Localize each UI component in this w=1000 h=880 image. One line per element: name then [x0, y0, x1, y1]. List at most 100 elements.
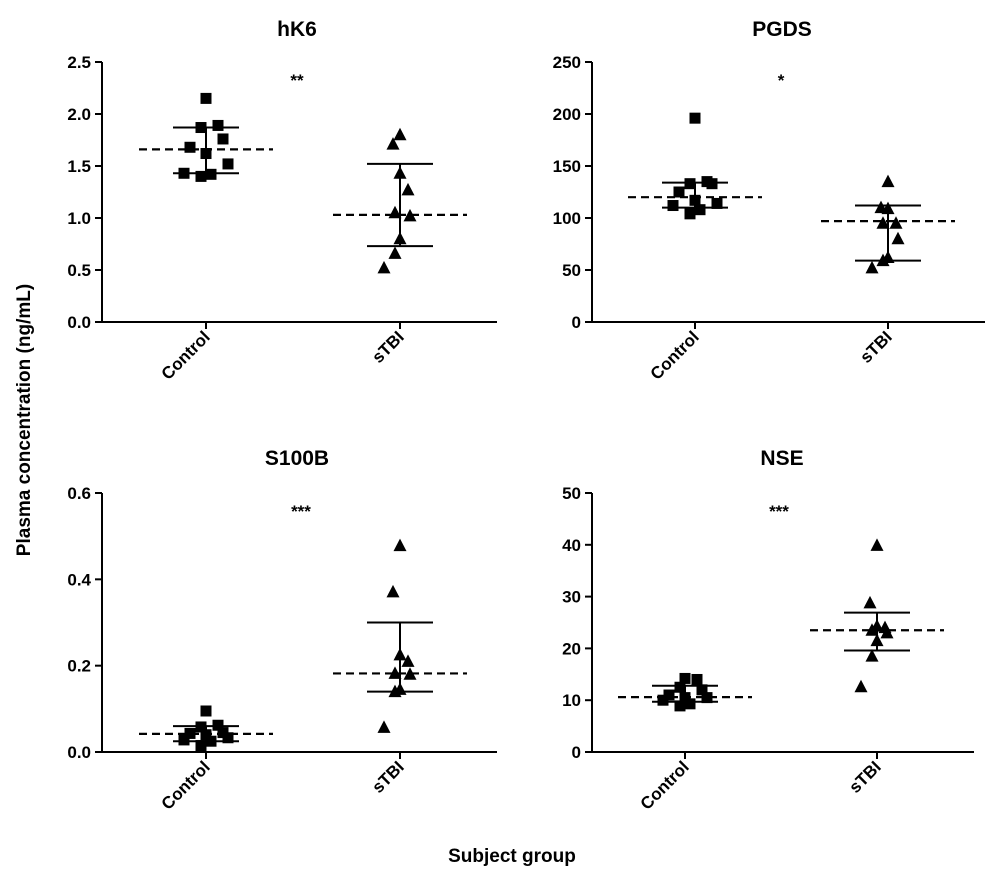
data-point-square [694, 204, 706, 216]
series-stbi [810, 538, 944, 693]
x-axis-label: Subject group [448, 846, 576, 867]
data-point-triangle [403, 667, 417, 680]
x-tick-label: sTBI [368, 757, 407, 796]
data-point-square [200, 729, 212, 741]
series-control [139, 92, 273, 182]
data-point-triangle [377, 720, 391, 733]
data-point-triangle [386, 584, 400, 598]
data-point-square [673, 186, 685, 198]
y-tick-label: 0.0 [67, 743, 91, 762]
data-point-triangle [393, 166, 407, 179]
data-point-triangle [889, 216, 903, 229]
y-tick-label: 0.0 [67, 313, 91, 332]
significance-label: ** [290, 71, 304, 90]
data-point-square [689, 112, 701, 124]
y-tick-label: 20 [562, 639, 581, 658]
data-point-triangle [880, 625, 894, 639]
data-point-triangle [393, 538, 407, 552]
data-point-square [195, 122, 207, 134]
data-point-square [684, 698, 696, 710]
y-tick-label: 0.6 [67, 484, 91, 503]
data-point-square [706, 178, 718, 190]
y-tick-label: 30 [562, 588, 581, 607]
x-tick-label: sTBI [368, 327, 407, 366]
data-point-square [195, 170, 207, 182]
data-point-triangle [881, 201, 895, 215]
series-control [139, 705, 273, 752]
data-point-triangle [865, 623, 879, 636]
data-point-square [679, 692, 691, 704]
panel-title: NSE [760, 447, 803, 470]
y-tick-label: 1.5 [67, 157, 91, 176]
data-point-triangle [876, 216, 890, 229]
data-point-triangle [401, 654, 415, 667]
data-point-triangle [401, 182, 415, 196]
y-axis-label: Plasma concentration (ng/mL) [14, 284, 35, 556]
data-point-triangle [393, 231, 407, 245]
data-point-square [195, 721, 207, 733]
data-point-square [689, 194, 701, 206]
y-tick-label: 1.0 [67, 209, 91, 228]
data-point-triangle [388, 246, 402, 259]
data-point-triangle [377, 260, 391, 274]
y-tick-label: 150 [553, 157, 581, 176]
data-point-square [184, 727, 196, 739]
data-point-square [711, 197, 723, 209]
data-point-triangle [865, 260, 879, 274]
data-point-triangle [388, 684, 402, 698]
data-point-triangle [388, 666, 402, 679]
data-point-triangle [865, 649, 879, 662]
data-point-triangle [870, 538, 884, 551]
data-point-square [212, 119, 224, 131]
panel-title: S100B [265, 447, 329, 470]
significance-label: *** [769, 502, 789, 521]
data-point-square [657, 694, 669, 706]
data-point-square [684, 208, 696, 220]
y-tick-label: 0 [572, 313, 581, 332]
data-point-square [178, 734, 190, 746]
data-point-square [217, 133, 229, 145]
y-tick-label: 0.4 [67, 570, 91, 589]
x-tick-label: sTBI [845, 757, 884, 796]
data-point-square [674, 700, 686, 712]
y-tick-label: 0.5 [67, 261, 91, 280]
y-tick-label: 10 [562, 691, 581, 710]
series-stbi [821, 174, 955, 274]
data-point-triangle [863, 595, 877, 609]
significance-label: * [778, 71, 785, 90]
data-point-square [696, 684, 708, 696]
y-tick-label: 250 [553, 53, 581, 72]
data-point-square [667, 200, 679, 212]
data-point-square [184, 141, 196, 153]
y-tick-label: 200 [553, 105, 581, 124]
data-point-triangle [403, 208, 417, 222]
panel-pgds: PGDS * 0 50 100 150 200 250 Control sTBI [553, 18, 985, 384]
panel-title: PGDS [752, 18, 812, 41]
x-tick-label: Control [637, 757, 693, 813]
x-tick-label: Control [647, 327, 703, 383]
data-point-triangle [876, 253, 890, 267]
y-tick-label: 0.2 [67, 657, 91, 676]
data-point-square [200, 92, 212, 104]
data-point-square [200, 705, 212, 717]
significance-label: *** [291, 502, 311, 521]
y-tick-label: 50 [562, 261, 581, 280]
data-point-square [222, 732, 234, 744]
data-point-square [691, 673, 703, 685]
data-point-square [200, 148, 212, 160]
data-point-triangle [854, 679, 868, 693]
data-point-square [212, 719, 224, 731]
data-point-square [205, 735, 217, 747]
data-point-square [663, 689, 675, 701]
panel-s100b: S100B *** 0.0 0.2 0.4 0.6 Control sTBI [67, 447, 497, 814]
data-point-square [178, 167, 190, 179]
data-point-square [222, 158, 234, 170]
data-point-triangle [393, 647, 407, 661]
y-tick-label: 50 [562, 484, 581, 503]
y-tick-label: 40 [562, 536, 581, 555]
data-point-triangle [870, 633, 884, 647]
series-stbi [333, 127, 467, 274]
x-tick-label: Control [158, 757, 214, 813]
y-tick-label: 2.5 [67, 53, 91, 72]
y-tick-label: 2.0 [67, 105, 91, 124]
